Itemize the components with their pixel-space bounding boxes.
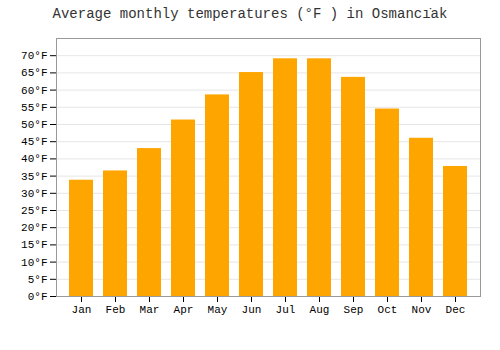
svg-text:20°F: 20°F — [21, 222, 47, 234]
svg-text:65°F: 65°F — [21, 67, 47, 79]
svg-text:60°F: 60°F — [21, 85, 47, 97]
svg-text:Jan: Jan — [72, 304, 92, 316]
svg-text:Jun: Jun — [242, 304, 262, 316]
svg-text:50°F: 50°F — [21, 119, 47, 131]
svg-text:10°F: 10°F — [21, 257, 47, 269]
svg-text:Oct: Oct — [378, 304, 398, 316]
svg-text:Feb: Feb — [106, 304, 126, 316]
svg-text:15°F: 15°F — [21, 239, 47, 251]
svg-text:Apr: Apr — [174, 304, 194, 316]
svg-text:May: May — [208, 304, 228, 316]
svg-text:Aug: Aug — [310, 304, 330, 316]
svg-text:30°F: 30°F — [21, 188, 47, 200]
svg-text:Jul: Jul — [276, 304, 296, 316]
svg-text:Sep: Sep — [344, 304, 364, 316]
svg-text:25°F: 25°F — [21, 205, 47, 217]
svg-text:Nov: Nov — [412, 304, 432, 316]
html-text:Average monthly temperatures (: Average monthly temperatures (°F ) in Os… — [52, 6, 448, 22]
svg-text:Dec: Dec — [446, 304, 466, 316]
svg-text:0°F: 0°F — [28, 291, 48, 303]
svg-text:35°F: 35°F — [21, 171, 47, 183]
svg-text:Mar: Mar — [140, 304, 160, 316]
svg-text:45°F: 45°F — [21, 136, 47, 148]
svg-text:40°F: 40°F — [21, 153, 47, 165]
svg-text:55°F: 55°F — [21, 102, 47, 114]
svg-text:70°F: 70°F — [21, 50, 47, 62]
svg-text:5°F: 5°F — [28, 274, 48, 286]
